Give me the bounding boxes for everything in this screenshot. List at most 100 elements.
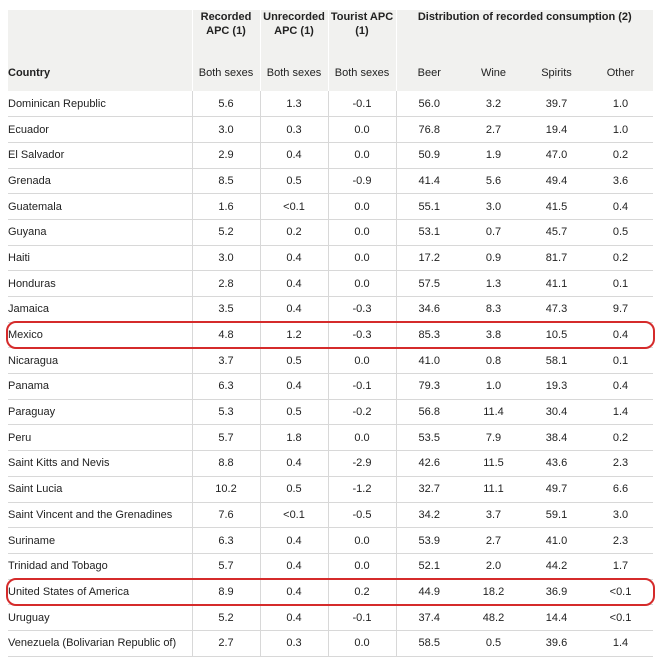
cell-wine: 5.6 <box>462 168 525 195</box>
cell-recorded: 5.2 <box>192 219 261 246</box>
cell-spirits: 14.4 <box>525 604 588 631</box>
cell-recorded: 2.9 <box>192 142 261 169</box>
cell-spirits: 41.1 <box>525 270 588 297</box>
cell-unrecorded: 0.4 <box>260 245 329 272</box>
cell-country: Honduras <box>8 270 193 297</box>
cell-recorded: 5.7 <box>192 553 261 580</box>
table-row: Uruguay 5.2 0.4 -0.1 37.4 48.2 14.4 <0.1 <box>8 604 654 631</box>
cell-tourist: -0.1 <box>328 91 397 118</box>
cell-tourist: -0.9 <box>328 168 397 195</box>
cell-beer: 53.1 <box>396 219 462 246</box>
cell-other: 2.3 <box>588 527 654 554</box>
table-row: Ecuador 3.0 0.3 0.0 76.8 2.7 19.4 1.0 <box>8 116 654 143</box>
cell-beer: 17.2 <box>396 245 462 272</box>
cell-tourist: -1.2 <box>328 476 397 503</box>
cell-country: Peru <box>8 424 193 452</box>
cell-wine: 18.2 <box>462 579 525 606</box>
cell-spirits: 45.7 <box>525 219 588 246</box>
cell-other: 2.3 <box>588 450 654 477</box>
cell-tourist: 0.2 <box>328 579 397 606</box>
cell-other: <0.1 <box>588 579 654 606</box>
cell-unrecorded: <0.1 <box>260 502 329 529</box>
cell-unrecorded: 0.4 <box>260 579 329 606</box>
cell-country: Saint Kitts and Nevis <box>8 450 193 477</box>
cell-tourist: -0.5 <box>328 502 397 529</box>
cell-beer: 79.3 <box>396 373 462 400</box>
cell-wine: 0.5 <box>462 630 525 657</box>
cell-unrecorded: 0.4 <box>260 553 329 580</box>
cell-tourist: 0.0 <box>328 527 397 554</box>
cell-other: 1.4 <box>588 630 654 657</box>
cell-tourist: 0.0 <box>328 630 397 657</box>
cell-country: Ecuador <box>8 116 193 143</box>
cell-unrecorded: 0.4 <box>260 450 329 477</box>
table-row: Paraguay 5.3 0.5 -0.2 56.8 11.4 30.4 1.4 <box>8 399 654 426</box>
cell-recorded: 3.0 <box>192 116 261 143</box>
cell-tourist: 0.0 <box>328 270 397 297</box>
cell-other: 6.6 <box>588 476 654 503</box>
cell-beer: 32.7 <box>396 476 462 503</box>
table-row: Suriname 6.3 0.4 0.0 53.9 2.7 41.0 2.3 <box>8 527 654 554</box>
table-row: Grenada 8.5 0.5 -0.9 41.4 5.6 49.4 3.6 <box>8 168 654 195</box>
table-row: Panama 6.3 0.4 -0.1 79.3 1.0 19.3 0.4 <box>8 373 654 400</box>
cell-beer: 85.3 <box>396 322 462 349</box>
table-row: Guyana 5.2 0.2 0.0 53.1 0.7 45.7 0.5 <box>8 219 654 246</box>
cell-spirits: 38.4 <box>525 424 588 452</box>
cell-wine: 1.0 <box>462 373 525 400</box>
cell-beer: 34.6 <box>396 296 462 323</box>
header-row-sub: Country Both sexes Both sexes Both sexes… <box>8 55 654 91</box>
cell-other: 1.7 <box>588 553 654 580</box>
table-row: Mexico 4.8 1.2 -0.3 85.3 3.8 10.5 0.4 <box>8 322 654 349</box>
cell-other: 9.7 <box>588 296 654 323</box>
cell-unrecorded: 0.3 <box>260 630 329 657</box>
cell-beer: 76.8 <box>396 116 462 143</box>
cell-wine: 3.2 <box>462 91 525 118</box>
cell-country: Saint Vincent and the Grenadines <box>8 502 193 529</box>
cell-recorded: 8.8 <box>192 450 261 477</box>
cell-country: Guatemala <box>8 193 193 220</box>
cell-wine: 8.3 <box>462 296 525 323</box>
cell-country: Nicaragua <box>8 347 193 375</box>
cell-other: 0.1 <box>588 347 654 375</box>
cell-beer: 53.9 <box>396 527 462 554</box>
cell-tourist: 0.0 <box>328 142 397 169</box>
cell-wine: 2.7 <box>462 527 525 554</box>
cell-wine: 1.3 <box>462 270 525 297</box>
cell-wine: 3.8 <box>462 322 525 349</box>
header-country: Country <box>8 55 192 91</box>
cell-country: Mexico <box>8 322 193 349</box>
header-tourist-apc: Tourist APC (1) <box>327 10 396 55</box>
table-row: Trinidad and Tobago 5.7 0.4 0.0 52.1 2.0 44.2 1… <box>8 553 654 580</box>
cell-recorded: 6.3 <box>192 373 261 400</box>
cell-recorded: 5.3 <box>192 399 261 426</box>
cell-other: 1.0 <box>588 116 654 143</box>
table-row: Jamaica 3.5 0.4 -0.3 34.6 8.3 47.3 9.7 <box>8 296 654 323</box>
header-unrecorded-apc: Unrecorded APC (1) <box>259 10 328 55</box>
cell-country: El Salvador <box>8 142 193 169</box>
table-row: Venezuela (Bolivarian Republic of) 2.7 0.3… <box>8 630 654 657</box>
cell-country: Dominican Republic <box>8 91 193 118</box>
cell-unrecorded: 0.4 <box>260 527 329 554</box>
cell-other: 0.4 <box>588 193 654 220</box>
header-beer: Beer <box>395 55 462 91</box>
table-row: Saint Vincent and the Grenadines 7.6 <0.1-… <box>8 502 654 529</box>
header-wine: Wine <box>462 55 525 91</box>
cell-spirits: 39.7 <box>525 91 588 118</box>
cell-unrecorded: 0.2 <box>260 219 329 246</box>
table-row: Guatemala 1.6 <0.1 0.0 55.1 3.0 41.5 0.4 <box>8 193 654 220</box>
cell-other: 3.6 <box>588 168 654 195</box>
cell-country: Panama <box>8 373 193 400</box>
cell-tourist: 0.0 <box>328 424 397 452</box>
header-spirits: Spirits <box>525 55 588 91</box>
cell-spirits: 47.3 <box>525 296 588 323</box>
header-both-sexes-tourist: Both sexes <box>327 55 396 91</box>
cell-unrecorded: 0.4 <box>260 604 329 631</box>
cell-beer: 34.2 <box>396 502 462 529</box>
cell-unrecorded: 0.5 <box>260 347 329 375</box>
cell-tourist: -0.2 <box>328 399 397 426</box>
cell-tourist: -0.3 <box>328 296 397 323</box>
cell-beer: 52.1 <box>396 553 462 580</box>
cell-beer: 41.0 <box>396 347 462 375</box>
cell-unrecorded: 0.3 <box>260 116 329 143</box>
cell-recorded: 2.7 <box>192 630 261 657</box>
